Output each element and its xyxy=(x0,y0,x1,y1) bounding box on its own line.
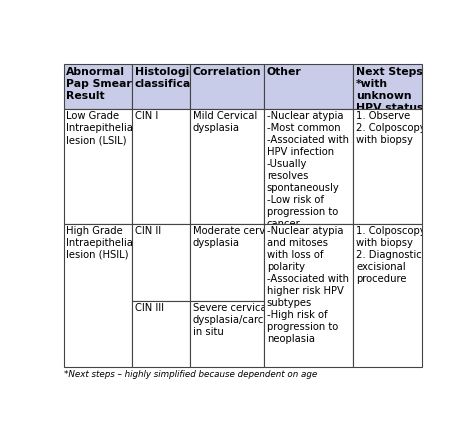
Text: Low Grade
Intraepithelial
lesion (LSIL): Low Grade Intraepithelial lesion (LSIL) xyxy=(66,111,136,146)
Bar xyxy=(190,109,264,223)
Bar xyxy=(264,223,354,367)
Text: 1. Observe
2. Colposcopy
with biopsy: 1. Observe 2. Colposcopy with biopsy xyxy=(356,111,426,146)
Text: -Nuclear atypia
and mitoses
with loss of
polarity
-Associated with
higher risk H: -Nuclear atypia and mitoses with loss of… xyxy=(267,226,349,344)
Text: CIN I: CIN I xyxy=(135,111,158,121)
Text: Histological
classification: Histological classification xyxy=(135,66,215,89)
Text: Correlation: Correlation xyxy=(192,66,261,76)
Bar xyxy=(132,223,190,301)
Bar xyxy=(190,64,264,109)
Bar xyxy=(354,109,422,223)
Bar xyxy=(132,64,190,109)
Text: Mild Cervical
dysplasia: Mild Cervical dysplasia xyxy=(192,111,257,133)
Bar xyxy=(64,223,132,367)
Text: Moderate cervical
dysplasia: Moderate cervical dysplasia xyxy=(192,226,282,248)
Bar xyxy=(264,64,354,109)
Text: *Next steps – highly simplified because dependent on age: *Next steps – highly simplified because … xyxy=(64,371,317,379)
Bar xyxy=(354,64,422,109)
Bar xyxy=(354,223,422,367)
Text: 1. Colposcopy
with biopsy
2. Diagnostic
excisional
procedure: 1. Colposcopy with biopsy 2. Diagnostic … xyxy=(356,226,426,284)
Text: CIN II: CIN II xyxy=(135,226,161,236)
Text: Next Steps
*with
unknown
HPV status: Next Steps *with unknown HPV status xyxy=(356,66,423,113)
Bar xyxy=(64,109,132,223)
Bar xyxy=(190,301,264,367)
Bar xyxy=(264,109,354,223)
Bar xyxy=(64,64,132,109)
Text: -Nuclear atypia
-Most common
-Associated with
HPV infection
-Usually
resolves
sp: -Nuclear atypia -Most common -Associated… xyxy=(267,111,349,229)
Bar xyxy=(190,223,264,301)
Text: Severe cervical
dysplasia/carcinoma
in situ: Severe cervical dysplasia/carcinoma in s… xyxy=(192,303,295,337)
Text: Other: Other xyxy=(267,66,301,76)
Text: CIN III: CIN III xyxy=(135,303,164,313)
Text: High Grade
Intraepithelial
lesion (HSIL): High Grade Intraepithelial lesion (HSIL) xyxy=(66,226,136,260)
Bar xyxy=(132,301,190,367)
Bar xyxy=(132,109,190,223)
Text: Abnormal
Pap Smear
Result: Abnormal Pap Smear Result xyxy=(66,66,132,101)
